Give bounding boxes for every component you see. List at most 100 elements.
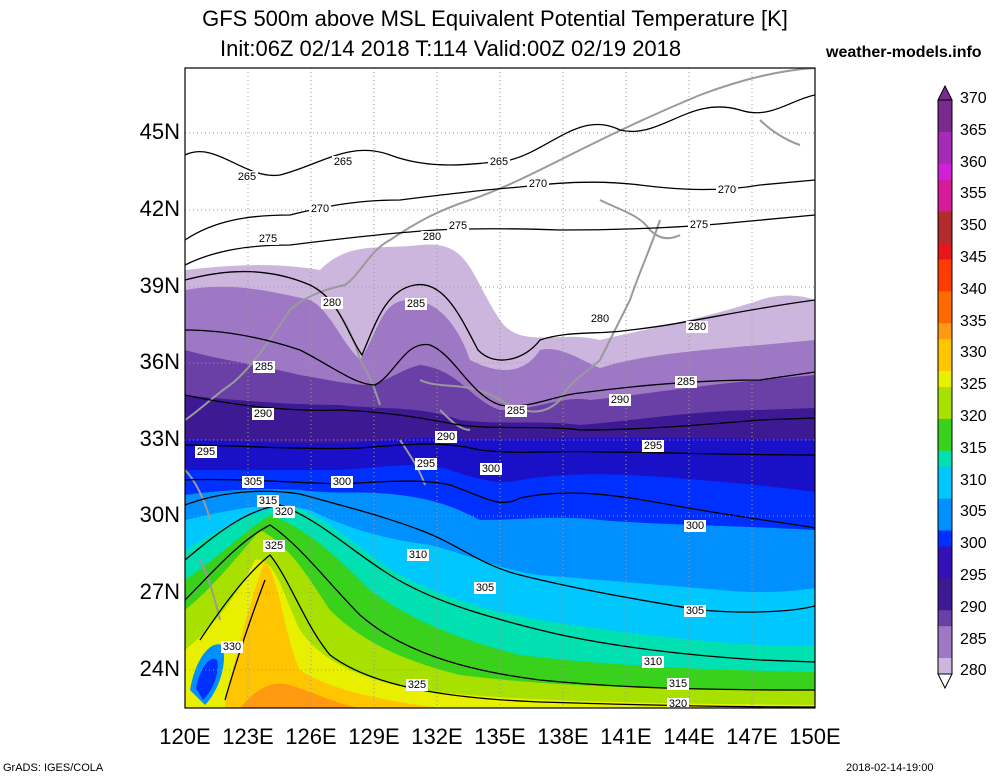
svg-text:315: 315 [669, 678, 687, 690]
contour-label: 290 [435, 431, 457, 443]
footer-timestamp: 2018-02-14-19:00 [846, 762, 934, 774]
svg-text:285: 285 [677, 376, 695, 388]
contour-label: 285 [405, 298, 427, 310]
colorbar-tick-label: 285 [960, 630, 987, 648]
lon-label: 147E [726, 724, 778, 749]
contour-label: 290 [252, 408, 274, 420]
contour-label: 315 [257, 495, 279, 507]
contour-label: 280 [686, 321, 708, 333]
svg-text:280: 280 [591, 313, 609, 325]
contour-label: 285 [505, 405, 527, 417]
chart-title: GFS 500m above MSL Equivalent Potential … [202, 6, 788, 31]
colorbar-segment [938, 642, 952, 659]
colorbar-tick-label: 370 [960, 90, 987, 107]
contour-label: 305 [684, 605, 706, 617]
svg-text:290: 290 [611, 394, 629, 406]
svg-text:310: 310 [644, 656, 662, 668]
colorbar-tick-label: 310 [960, 471, 987, 489]
contour-lines [185, 94, 815, 708]
svg-text:270: 270 [718, 184, 736, 196]
contour-label: 270 [716, 184, 738, 196]
contour-label: 275 [257, 233, 279, 245]
svg-text:265: 265 [490, 156, 508, 168]
colorbar-segment [938, 450, 952, 468]
colorbar-top-arrow [937, 84, 953, 101]
svg-text:295: 295 [644, 440, 662, 452]
svg-text:330: 330 [223, 641, 241, 653]
lat-label: 36N [139, 349, 180, 374]
colorbar-segment [938, 434, 952, 452]
svg-text:270: 270 [311, 203, 329, 215]
colorbar-tick-label: 335 [960, 312, 987, 330]
contour-label: 295 [415, 458, 437, 470]
colorbar-segment [938, 147, 952, 165]
svg-text:280: 280 [423, 231, 441, 243]
lon-label: 129E [348, 724, 400, 749]
svg-text:320: 320 [669, 698, 687, 710]
svg-text:325: 325 [265, 540, 283, 552]
colorbar-segment [938, 339, 952, 356]
colorbar-segment [938, 594, 952, 611]
colorbar-segment [938, 402, 952, 420]
colorbar-tick-label: 360 [960, 153, 987, 171]
theta-e-field: 265 265 265 270 270 270 275 275 275 280 280 280 280 2… [185, 68, 815, 710]
colorbar-tick-label: 305 [960, 503, 987, 521]
colorbar-tick-label: 280 [960, 662, 987, 680]
colorbar-segment [938, 514, 952, 531]
contour-label: 300 [331, 476, 353, 488]
svg-text:275: 275 [449, 220, 467, 232]
colorbar-segment [938, 498, 952, 516]
colorbar-segment [938, 195, 952, 213]
lon-label: 135E [474, 724, 526, 749]
colorbar-segment [938, 131, 952, 149]
svg-text:300: 300 [333, 476, 351, 488]
colorbar-segment [938, 387, 952, 404]
colorbar-tick-label: 355 [960, 185, 987, 203]
lon-label: 138E [537, 724, 589, 749]
lon-label: 123E [222, 724, 274, 749]
contour-label: 290 [609, 394, 631, 406]
svg-text:320: 320 [275, 506, 293, 518]
svg-text:270: 270 [529, 178, 547, 190]
svg-text:300: 300 [686, 520, 704, 532]
colorbar-tick-label: 340 [960, 280, 987, 298]
svg-text:275: 275 [690, 219, 708, 231]
contour-label: 310 [642, 656, 664, 668]
svg-text:290: 290 [437, 431, 455, 443]
contour-label: 285 [675, 376, 697, 388]
contour-label: 275 [688, 219, 710, 231]
site-watermark[interactable]: weather-models.info [826, 44, 982, 61]
svg-text:285: 285 [407, 298, 425, 310]
colorbar-segment [938, 307, 952, 324]
contour-label-layer: 265 265 265 270 270 270 275 275 275 280 280 280 280 2… [195, 156, 738, 710]
lat-label: 42N [139, 196, 180, 221]
colorbar-tick-label: 330 [960, 344, 987, 362]
colorbar-segment [938, 259, 952, 276]
coastlines [185, 68, 815, 621]
svg-text:295: 295 [417, 458, 435, 470]
colorbar-tick-label: 325 [960, 376, 987, 394]
lat-label: 30N [139, 502, 180, 527]
lon-label: 150E [789, 724, 841, 749]
lon-label: 120E [159, 724, 211, 749]
svg-text:310: 310 [409, 549, 427, 561]
colorbar-segment [938, 275, 952, 292]
svg-text:325: 325 [408, 679, 426, 691]
colorbar-tick-label: 365 [960, 121, 987, 139]
colorbar-segment [938, 211, 952, 229]
contour-label: 295 [642, 440, 664, 452]
colorbar-segment [938, 626, 952, 643]
contour-label: 300 [480, 463, 502, 475]
svg-text:295: 295 [197, 446, 215, 458]
colorbar-segment [938, 179, 952, 197]
contour-label: 305 [474, 582, 496, 594]
colorbar-bottom-arrow [937, 673, 953, 690]
colorbar-tick-label: 315 [960, 439, 987, 457]
svg-text:285: 285 [507, 405, 525, 417]
contour-label: 330 [221, 641, 243, 653]
lon-label: 144E [663, 724, 715, 749]
svg-text:305: 305 [476, 582, 494, 594]
contour-label: 280 [589, 313, 611, 325]
colorbar-segment [938, 658, 952, 675]
